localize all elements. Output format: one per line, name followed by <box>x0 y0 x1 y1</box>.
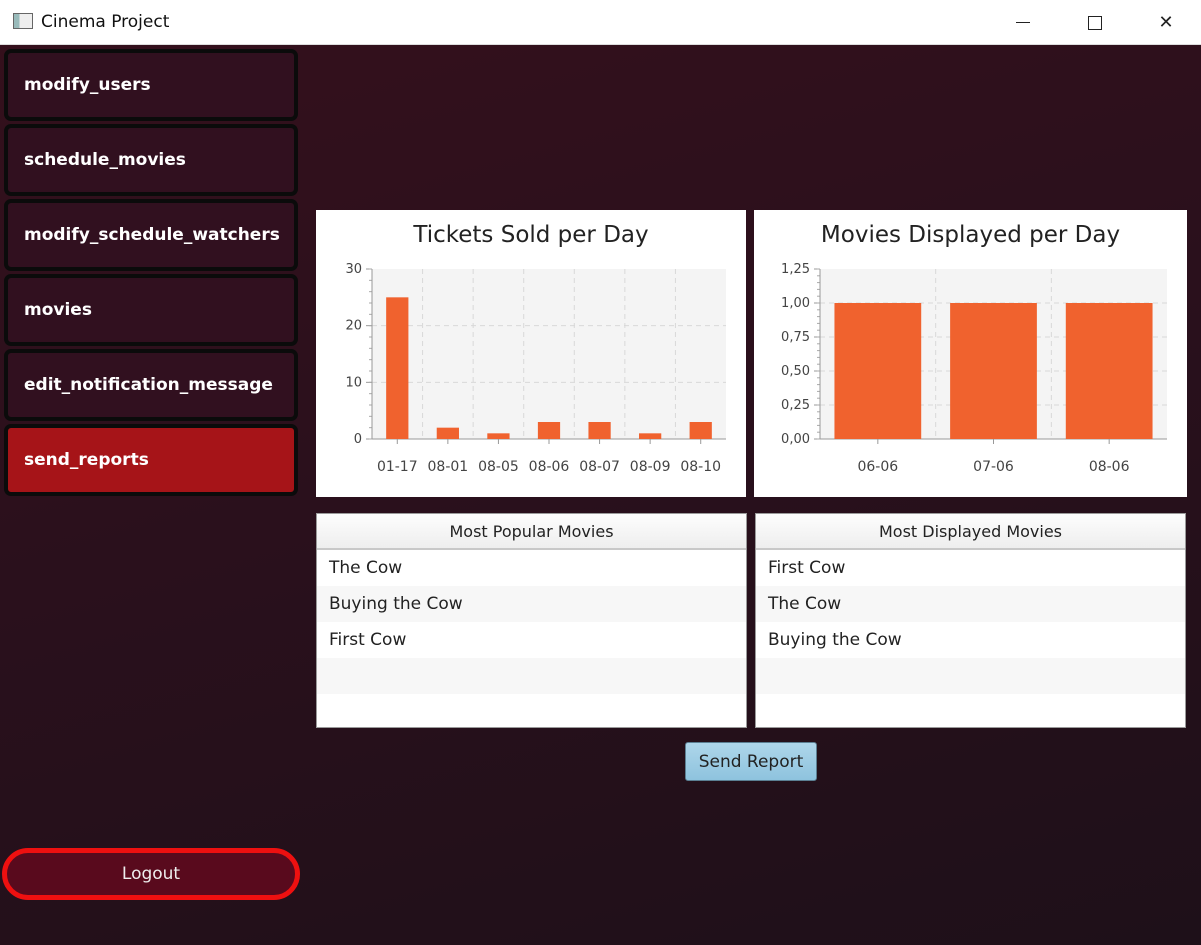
movies-chart-svg: 0,00 0,25 0,50 0,75 1,00 1,25 06-06 07-06 08-06 <box>781 262 1167 475</box>
nav-edit-notification-message[interactable]: edit_notification_message <box>4 349 298 421</box>
y-tick-label: 10 <box>345 375 362 390</box>
x-tick-label: 08-07 <box>579 459 620 475</box>
maximize-button[interactable] <box>1060 0 1130 45</box>
x-tick-label: 08-06 <box>1089 459 1130 475</box>
bar <box>639 433 662 439</box>
x-tick-label: 08-09 <box>630 459 671 475</box>
x-tick-label: 07-06 <box>973 459 1014 475</box>
x-tick-label: 08-01 <box>428 459 469 475</box>
chart-title: Movies Displayed per Day <box>820 222 1121 248</box>
app-icon <box>13 13 33 29</box>
title-bar: Cinema Project ✕ <box>0 0 1201 45</box>
maximize-icon <box>1088 15 1102 30</box>
plot-area <box>372 269 726 439</box>
bar <box>689 422 712 439</box>
bar <box>1065 303 1153 439</box>
nav-modify-schedule-watchers[interactable]: modify_schedule_watchers <box>4 199 298 271</box>
movies-chart: Movies Displayed per Day 0,00 0,25 0,50 0,7… <box>754 210 1187 497</box>
minimize-button[interactable] <box>988 0 1058 45</box>
bar <box>588 422 611 439</box>
tickets-chart: Tickets Sold per Day 0 10 20 30 01-17 08-01 08… <box>316 210 746 497</box>
table-row-empty <box>317 658 746 694</box>
table-header[interactable]: Most Displayed Movies <box>756 514 1185 550</box>
y-tick-label: 30 <box>345 262 362 277</box>
popular-movies-table[interactable]: Most Popular Movies The Cow Buying the C… <box>316 513 747 728</box>
x-tick-label: 01-17 <box>377 459 418 475</box>
table-row[interactable]: Buying the Cow <box>768 630 902 650</box>
x-tick-label: 06-06 <box>857 459 898 475</box>
logout-button[interactable]: Logout <box>2 848 300 900</box>
table-row[interactable]: First Cow <box>768 558 846 578</box>
y-tick-label: 20 <box>345 319 362 334</box>
bar <box>386 297 409 439</box>
bar <box>537 422 561 439</box>
bar <box>487 433 510 439</box>
y-tick-label: 1,25 <box>781 262 810 277</box>
window-title: Cinema Project <box>41 12 170 32</box>
table-row-empty <box>756 658 1185 694</box>
table-row[interactable]: The Cow <box>756 586 1185 622</box>
y-tick-label: 0,75 <box>781 330 810 345</box>
close-icon: ✕ <box>1158 12 1174 32</box>
y-tick-label: 0,25 <box>781 398 810 413</box>
y-tick-label: 0 <box>354 432 362 447</box>
bar <box>950 303 1037 439</box>
x-tick-label: 08-10 <box>680 459 721 475</box>
y-tick-label: 1,00 <box>781 296 810 311</box>
table-row[interactable]: First Cow <box>329 630 407 650</box>
tickets-chart-svg: 0 10 20 30 01-17 08-01 08-05 08-06 08-07 08-09 08-… <box>345 262 726 475</box>
x-tick-label: 08-05 <box>478 459 519 475</box>
nav-schedule-movies[interactable]: schedule_movies <box>4 124 298 196</box>
x-tick-label: 08-06 <box>529 459 570 475</box>
chart-title: Tickets Sold per Day <box>413 222 649 248</box>
table-row[interactable]: The Cow <box>329 558 403 578</box>
minimize-icon <box>1016 22 1030 23</box>
bar <box>834 303 922 439</box>
close-button[interactable]: ✕ <box>1131 0 1201 45</box>
send-report-button[interactable]: Send Report <box>685 742 817 781</box>
displayed-movies-table[interactable]: Most Displayed Movies First Cow The Cow … <box>755 513 1186 728</box>
bar <box>436 427 459 439</box>
y-tick-label: 0,50 <box>781 364 810 379</box>
table-header[interactable]: Most Popular Movies <box>317 514 746 550</box>
table-row[interactable]: Buying the Cow <box>317 586 746 622</box>
y-tick-label: 0,00 <box>781 432 810 447</box>
nav-send-reports[interactable]: send_reports <box>4 424 298 496</box>
nav-modify-users[interactable]: modify_users <box>4 49 298 121</box>
nav-movies[interactable]: movies <box>4 274 298 346</box>
